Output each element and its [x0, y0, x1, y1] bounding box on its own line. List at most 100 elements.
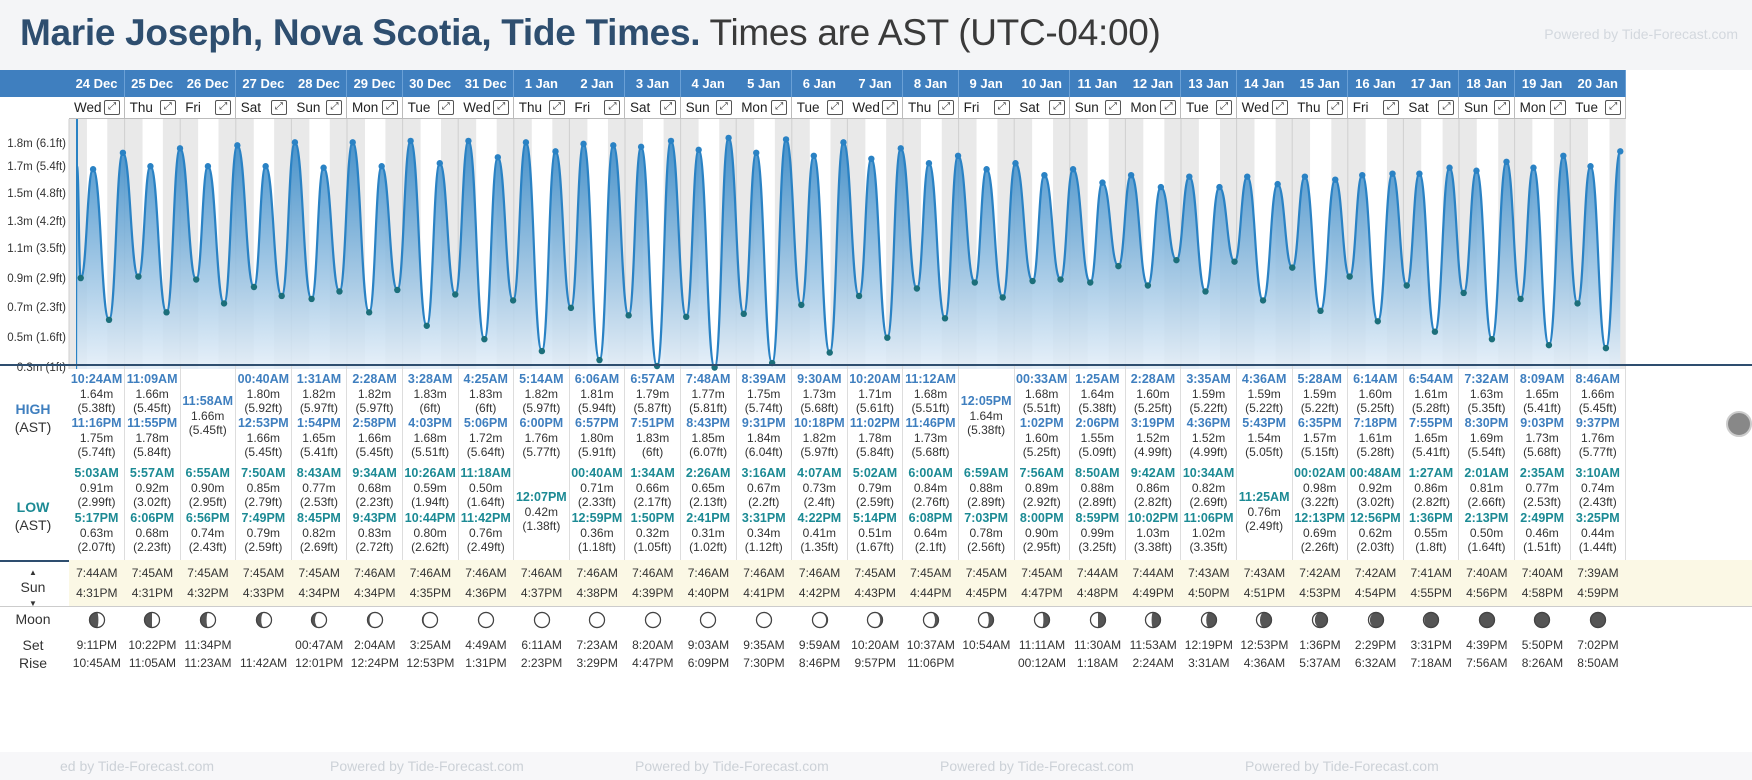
low-height-m: 0.65m	[691, 480, 725, 495]
low-tide-entry: 11:18AM 0.50m (1.64ft)	[458, 466, 513, 510]
expand-icon[interactable]: ⤢	[1438, 100, 1455, 115]
footer-powered-by[interactable]: Powered by Tide-Forecast.com	[940, 758, 1134, 774]
date-cell[interactable]: 8 Jan	[903, 70, 960, 97]
date-cell[interactable]: 25 Dec	[124, 70, 181, 97]
date-cell[interactable]: 24 Dec	[69, 70, 126, 97]
date-cell[interactable]: 16 Jan	[1347, 70, 1404, 97]
high-time: 4:25AM	[463, 372, 508, 386]
footer-powered-by[interactable]: ed by Tide-Forecast.com	[60, 758, 215, 774]
date-cell[interactable]: 18 Jan	[1459, 70, 1516, 97]
footer-powered-by[interactable]: Powered by Tide-Forecast.com	[1245, 758, 1439, 774]
expand-icon[interactable]: ⤢	[159, 100, 176, 115]
expand-icon[interactable]: ⤢	[1494, 100, 1511, 115]
date-cell[interactable]: 17 Jan	[1403, 70, 1460, 97]
high-height-m: 1.68m	[413, 430, 447, 445]
date-cell[interactable]: 12 Jan	[1125, 70, 1182, 97]
high-height-m: 1.66m	[135, 386, 169, 401]
expand-icon[interactable]: ⤢	[771, 100, 788, 115]
moonset-time: 12:53PM	[1240, 638, 1289, 652]
date-cell[interactable]: 31 Dec	[458, 70, 515, 97]
date-cell[interactable]: 7 Jan	[847, 70, 904, 97]
date-cell[interactable]: 14 Jan	[1236, 70, 1293, 97]
expand-icon[interactable]: ⤢	[993, 100, 1010, 115]
high-height-ft: (5.41ft)	[299, 445, 338, 459]
expand-icon[interactable]: ⤢	[1049, 100, 1066, 115]
date-cell[interactable]: 29 Dec	[347, 70, 404, 97]
expand-icon[interactable]: ⤢	[826, 100, 843, 115]
scroll-handle[interactable]	[1726, 411, 1752, 437]
expand-icon[interactable]: ⤢	[660, 100, 677, 115]
sunset-time: 4:56PM	[1466, 586, 1508, 600]
expand-icon[interactable]: ⤢	[1216, 100, 1233, 115]
day-name: Thu	[129, 100, 153, 115]
high-tide-entry: 6:57PM 1.80m (5.91ft)	[569, 416, 624, 460]
date-cell[interactable]: 4 Jan	[680, 70, 737, 97]
date-cell[interactable]: 19 Jan	[1514, 70, 1571, 97]
sun-up-icon: ▲	[29, 568, 37, 577]
moonrise-time: 7:30PM	[743, 656, 785, 670]
date-cell[interactable]: 5 Jan	[736, 70, 793, 97]
date-cell[interactable]: 15 Jan	[1292, 70, 1349, 97]
expand-icon[interactable]: ⤢	[382, 100, 399, 115]
date-cell[interactable]: 26 Dec	[180, 70, 237, 97]
expand-icon[interactable]: ⤢	[1327, 100, 1344, 115]
date-cell[interactable]: 27 Dec	[235, 70, 292, 97]
expand-icon[interactable]: ⤢	[270, 100, 287, 115]
high-height-ft: (5.77ft)	[1578, 445, 1617, 459]
high-tide-point	[1473, 167, 1480, 174]
moon-label: Moon	[15, 611, 51, 627]
expand-icon[interactable]: ⤢	[938, 100, 955, 115]
date-cell[interactable]: 20 Jan	[1570, 70, 1627, 97]
date-cell[interactable]: 10 Jan	[1014, 70, 1071, 97]
expand-icon[interactable]: ⤢	[1382, 100, 1399, 115]
high-tide-entry: 11:09AM 1.66m (5.45ft)	[125, 372, 180, 416]
high-time: 7:51PM	[630, 416, 675, 430]
expand-icon[interactable]: ⤢	[1549, 100, 1566, 115]
powered-by[interactable]: Powered by Tide-Forecast.com	[1544, 26, 1738, 42]
low-time: 7:49PM	[241, 511, 286, 525]
date-cell[interactable]: 1 Jan	[513, 70, 570, 97]
high-tide-entry: 6:35PM 1.57m (5.15ft)	[1292, 416, 1347, 460]
sunrise-time: 7:46AM	[354, 566, 396, 580]
date-cell[interactable]: 6 Jan	[791, 70, 848, 97]
date-cell[interactable]: 11 Jan	[1069, 70, 1126, 97]
tide-chart: 1.8m (6.1ft) 1.7m (5.4ft) 1.5m (4.8ft) 1.3m…	[0, 119, 1752, 477]
day-name: Sat	[240, 100, 262, 115]
date-cell[interactable]: 30 Dec	[402, 70, 459, 97]
high-tide-entry: 7:51PM 1.83m (6ft)	[625, 416, 680, 460]
footer-powered-by[interactable]: Powered by Tide-Forecast.com	[635, 758, 829, 774]
footer-powered-by[interactable]: Powered by Tide-Forecast.com	[330, 758, 524, 774]
date-cell[interactable]: 9 Jan	[958, 70, 1015, 97]
expand-icon[interactable]: ⤢	[1160, 100, 1177, 115]
high-tide-point	[810, 152, 818, 159]
expand-icon[interactable]: ⤢	[604, 100, 621, 115]
y-axis-label: 1.5m (4.8ft)	[7, 187, 66, 200]
date-cell[interactable]: 28 Dec	[291, 70, 348, 97]
expand-icon[interactable]: ⤢	[104, 100, 121, 115]
expand-icon[interactable]: ⤢	[548, 100, 565, 115]
high-tide-point	[1186, 173, 1193, 180]
expand-icon[interactable]: ⤢	[882, 100, 899, 115]
expand-icon[interactable]: ⤢	[1104, 100, 1121, 115]
moonrise-time: 8:46PM	[798, 656, 841, 670]
high-height-ft: (5.87ft)	[633, 401, 672, 415]
high-tide-entry: 8:39AM 1.75m (5.74ft)	[736, 372, 791, 416]
expand-icon[interactable]: ⤢	[437, 100, 454, 115]
low-tide-point	[365, 309, 373, 316]
low-time: 9:43PM	[352, 511, 397, 525]
high-height-ft: (5.09ft)	[1078, 445, 1117, 459]
low-tide-point	[509, 297, 517, 304]
moonset-time: 10:54AM	[962, 638, 1011, 652]
date-cell[interactable]: 2 Jan	[569, 70, 626, 97]
expand-icon[interactable]: ⤢	[493, 100, 510, 115]
expand-icon[interactable]: ⤢	[1271, 100, 1288, 115]
expand-icon[interactable]: ⤢	[1605, 100, 1622, 115]
expand-icon[interactable]: ⤢	[715, 100, 732, 115]
date-cell[interactable]: 3 Jan	[625, 70, 682, 97]
date-cell[interactable]: 13 Jan	[1181, 70, 1238, 97]
expand-icon[interactable]: ⤢	[326, 100, 343, 115]
day-cell: Sun ⤢	[1069, 97, 1126, 119]
expand-icon[interactable]: ⤢	[215, 100, 232, 115]
day-column: 7:32AM 1.63m (5.35ft) 8:30PM 1.69m (5.54ft) 2:…	[1459, 366, 1516, 560]
low-tide-point	[1545, 341, 1553, 349]
